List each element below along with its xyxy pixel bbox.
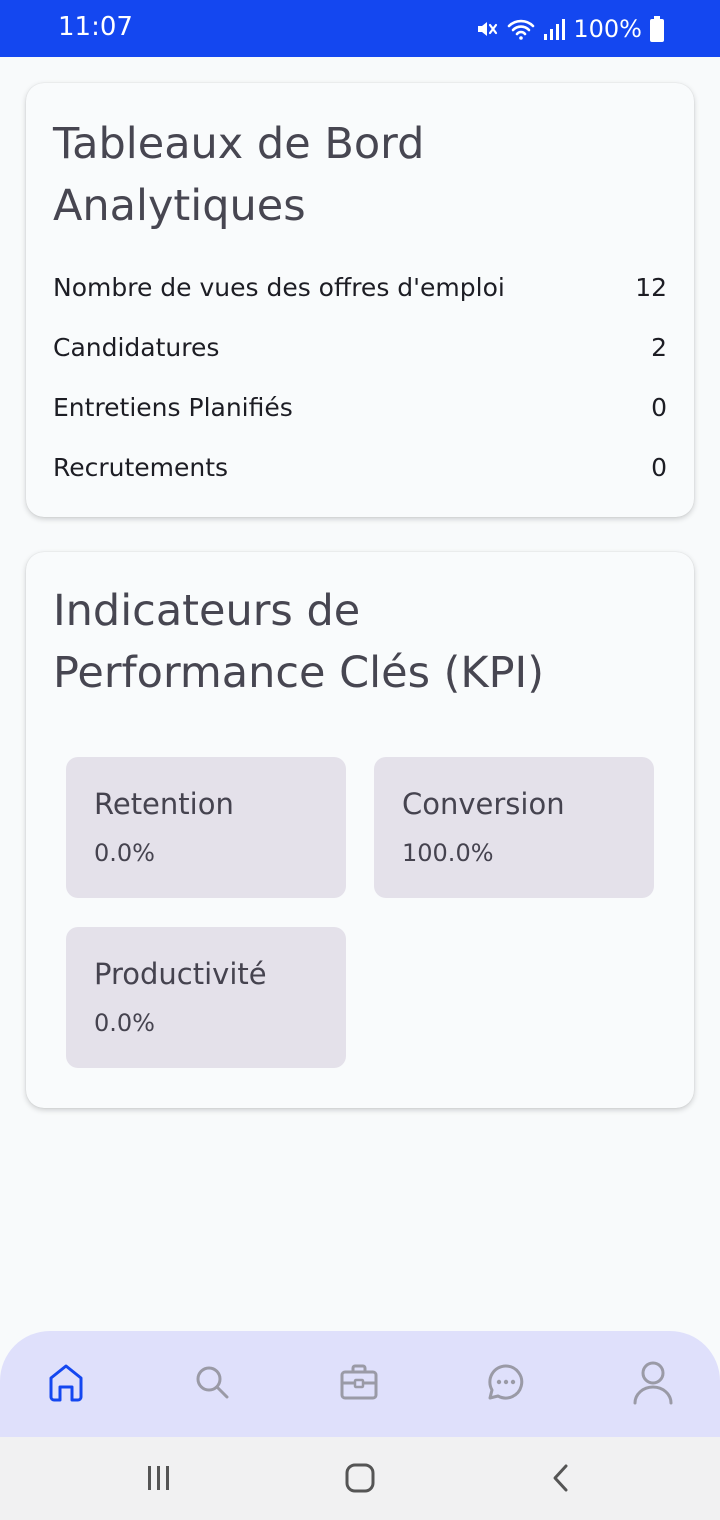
kpi-label: Productivité — [94, 957, 267, 991]
status-time: 11:07 — [58, 12, 133, 42]
stat-value: 12 — [635, 272, 667, 302]
analytics-card: Tableaux de Bord Analytiques Nombre de v… — [26, 83, 694, 517]
system-nav-bar — [0, 1437, 720, 1520]
kpi-tile-productivity: Productivité 0.0% — [66, 927, 346, 1068]
kpi-tile-conversion: Conversion 100.0% — [374, 757, 654, 898]
kpi-value: 0.0% — [94, 839, 155, 867]
kpi-label: Conversion — [402, 787, 565, 821]
nav-home[interactable] — [43, 1359, 89, 1405]
status-bar: 11:07 100% — [0, 0, 720, 57]
signal-icon — [544, 19, 566, 40]
stat-label: Candidatures — [53, 332, 220, 362]
bottom-nav — [0, 1331, 720, 1437]
mute-icon — [478, 22, 498, 36]
nav-profile[interactable] — [630, 1359, 676, 1405]
briefcase-icon — [340, 1364, 378, 1400]
stat-label: Recrutements — [53, 452, 229, 482]
status-icons: 100% — [475, 14, 664, 44]
kpi-tile-retention: Retention 0.0% — [66, 757, 346, 898]
kpi-value: 0.0% — [94, 1009, 155, 1037]
kpi-label: Retention — [94, 787, 234, 821]
stat-label: Entretiens Planifiés — [53, 392, 293, 422]
stat-row-hires: Recrutements 0 — [53, 447, 667, 487]
battery-icon — [650, 16, 664, 42]
stat-row-interviews: Entretiens Planifiés 0 — [53, 387, 667, 427]
stat-row-applications: Candidatures 2 — [53, 327, 667, 367]
system-back-button[interactable] — [538, 1457, 584, 1499]
nav-jobs[interactable] — [336, 1359, 382, 1405]
recent-apps-button[interactable] — [136, 1457, 182, 1499]
nav-messages[interactable] — [483, 1359, 529, 1405]
kpi-title: Indicateurs de Performance Clés (KPI) — [53, 586, 545, 698]
chat-icon — [488, 1364, 524, 1400]
recent-apps-icon — [148, 1466, 169, 1490]
stat-row-job-views: Nombre de vues des offres d'emploi 12 — [53, 267, 667, 307]
stat-value: 0 — [651, 392, 667, 422]
battery-percent: 100% — [573, 15, 642, 43]
kpi-value: 100.0% — [402, 839, 494, 867]
home-button-icon — [345, 1463, 375, 1493]
profile-icon — [633, 1361, 673, 1405]
nav-search[interactable] — [189, 1359, 235, 1405]
wifi-icon — [508, 19, 535, 40]
search-icon — [196, 1366, 229, 1399]
analytics-title: Tableaux de Bord Analytiques — [53, 119, 425, 231]
back-icon — [553, 1464, 568, 1492]
kpi-card: Indicateurs de Performance Clés (KPI) Re… — [26, 552, 694, 1108]
stat-label: Nombre de vues des offres d'emploi — [53, 272, 505, 302]
stat-value: 2 — [651, 332, 667, 362]
stat-value: 0 — [651, 452, 667, 482]
home-icon — [49, 1364, 83, 1402]
system-home-button[interactable] — [337, 1457, 383, 1499]
